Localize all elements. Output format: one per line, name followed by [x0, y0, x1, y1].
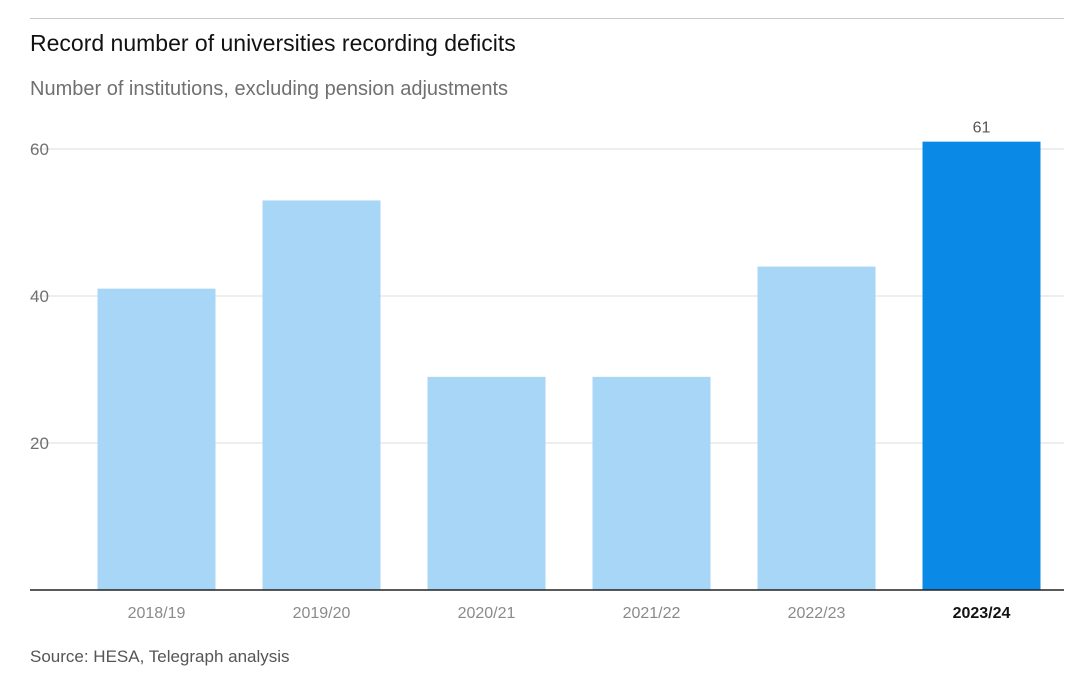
x-tick-label-2021-22: 2021/22 — [623, 605, 681, 622]
x-tick-label-2023-24: 2023/24 — [953, 605, 1011, 622]
chart-subtitle: Number of institutions, excluding pensio… — [30, 78, 509, 100]
y-tick-label-40: 40 — [30, 287, 49, 306]
bar-2021-22 — [592, 376, 711, 590]
x-tick-label-2020-21: 2020/21 — [458, 605, 516, 622]
bar-2019-20 — [262, 200, 381, 590]
chart-title: Record number of universities recording … — [30, 30, 516, 56]
bar-2018-19 — [97, 288, 216, 590]
x-tick-label-2022-23: 2022/23 — [788, 605, 846, 622]
bar-2020-21 — [427, 376, 546, 590]
y-tick-label-60: 60 — [30, 140, 49, 159]
top-rule — [30, 18, 1064, 19]
x-tick-label-2019-20: 2019/20 — [293, 605, 351, 622]
source-note: Source: HESA, Telegraph analysis — [30, 647, 290, 666]
y-tick-label-20: 20 — [30, 434, 49, 453]
bar-2023-24 — [922, 141, 1041, 590]
data-label-2023-24: 61 — [973, 120, 991, 137]
x-tick-label-2018-19: 2018/19 — [128, 605, 186, 622]
bar-2022-23 — [757, 266, 876, 590]
